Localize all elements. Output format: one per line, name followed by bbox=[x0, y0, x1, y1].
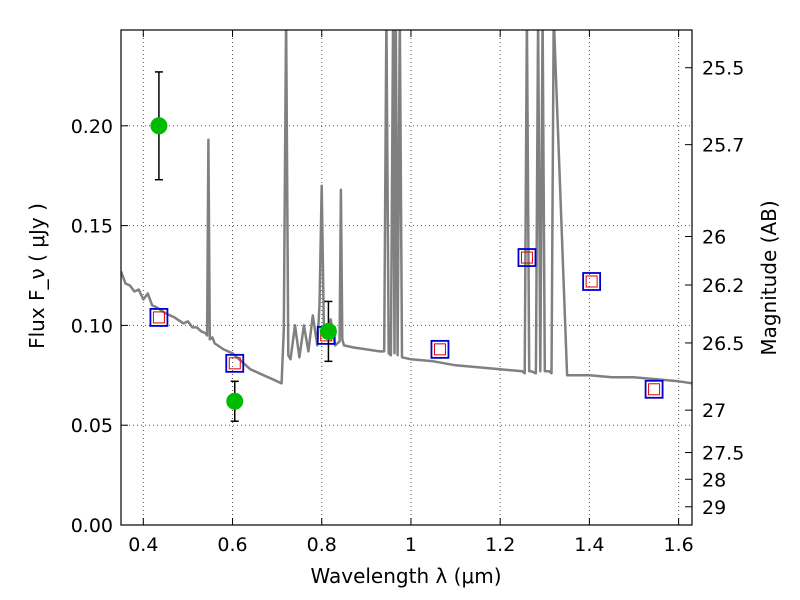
synthetic-point-inner bbox=[228, 357, 241, 370]
y2-axis-label: Magnitude (AB) bbox=[757, 200, 781, 355]
plot-frame bbox=[120, 29, 693, 526]
x-tick-label: 0.4 bbox=[128, 534, 158, 556]
synthetic-point-inner bbox=[152, 311, 165, 324]
x-tick-label: 1.6 bbox=[664, 534, 694, 556]
synthetic-point-inner bbox=[520, 251, 533, 264]
synthetic-point-inner bbox=[585, 275, 598, 288]
observed-point bbox=[226, 392, 244, 410]
synthetic-point bbox=[225, 353, 245, 373]
synthetic-point bbox=[582, 272, 602, 291]
y-tick-label: 0.05 bbox=[71, 415, 113, 437]
y-tick-label: 0.15 bbox=[71, 216, 113, 238]
y2-tick-label: 26.5 bbox=[702, 333, 744, 355]
y2-tick-label: 28 bbox=[702, 469, 726, 491]
synthetic-point bbox=[517, 248, 537, 267]
y2-tick-label: 26 bbox=[702, 226, 726, 248]
grid bbox=[121, 30, 692, 526]
y2-tick-label: 25.5 bbox=[702, 58, 744, 80]
x-tick-label: 0.8 bbox=[307, 534, 337, 556]
x-tick-label: 0.6 bbox=[217, 534, 247, 556]
y-tick-label: 0.20 bbox=[71, 116, 113, 138]
axes: 0.4 0.6 0.8 1 1.2 1.4 1.6 0.00 0.05 0.10 0.15 0.20 2… bbox=[71, 29, 744, 556]
synthetic-point-inner bbox=[648, 383, 661, 396]
y2-tick-label: 25.7 bbox=[702, 135, 744, 157]
synthetic-point bbox=[430, 339, 450, 359]
x-axis-label: Wavelength λ (μm) bbox=[310, 564, 501, 588]
y2-tick-label: 29 bbox=[702, 497, 726, 519]
x-tick-label: 1.2 bbox=[485, 534, 515, 556]
y2-tick-label: 27.5 bbox=[702, 443, 744, 465]
synthetic-point bbox=[149, 308, 169, 327]
y-axis-label: Flux F_ν ( μJy ) bbox=[25, 203, 49, 349]
y2-tick-label: 26.2 bbox=[702, 275, 744, 297]
synthetic-point-inner bbox=[433, 343, 446, 356]
observed-point bbox=[150, 117, 168, 135]
y-tick-label: 0.10 bbox=[71, 315, 113, 337]
y-tick-label: 0.00 bbox=[71, 515, 113, 537]
synthetic-point bbox=[644, 379, 664, 399]
x-tick-label: 1.4 bbox=[574, 534, 604, 556]
y2-tick-label: 27 bbox=[702, 400, 726, 422]
observed-point bbox=[319, 322, 337, 340]
data-points bbox=[149, 71, 664, 422]
x-tick-label: 1 bbox=[405, 534, 417, 556]
